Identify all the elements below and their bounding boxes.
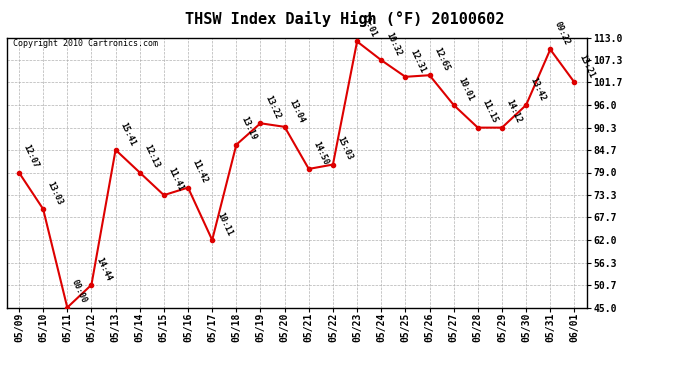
Text: 11:41: 11:41 <box>167 166 186 192</box>
Text: 00:00: 00:00 <box>70 278 89 305</box>
Text: 15:41: 15:41 <box>119 121 137 147</box>
Text: 09:22: 09:22 <box>553 20 572 46</box>
Text: 10:01: 10:01 <box>457 76 475 102</box>
Text: 11:42: 11:42 <box>191 158 210 185</box>
Text: 15:03: 15:03 <box>336 135 355 162</box>
Text: 13:42: 13:42 <box>529 76 548 102</box>
Text: 10:11: 10:11 <box>215 211 234 237</box>
Text: THSW Index Daily High (°F) 20100602: THSW Index Daily High (°F) 20100602 <box>186 11 504 27</box>
Text: Copyright 2010 Cartronics.com: Copyright 2010 Cartronics.com <box>12 39 158 48</box>
Text: 14:44: 14:44 <box>95 256 113 282</box>
Text: 13:04: 13:04 <box>288 98 306 124</box>
Text: 12:31: 12:31 <box>408 48 427 74</box>
Text: 11:15: 11:15 <box>481 98 500 125</box>
Text: 14:50: 14:50 <box>312 140 331 166</box>
Text: 12:13: 12:13 <box>143 143 161 170</box>
Text: 13:03: 13:03 <box>46 180 65 206</box>
Text: 13:01: 13:01 <box>360 12 379 39</box>
Text: 12:07: 12:07 <box>22 143 41 170</box>
Text: 13:22: 13:22 <box>264 94 282 120</box>
Text: 14:12: 14:12 <box>505 98 524 125</box>
Text: 10:32: 10:32 <box>384 31 403 57</box>
Text: 12:65: 12:65 <box>433 46 451 72</box>
Text: 13:19: 13:19 <box>239 116 258 142</box>
Text: 13:21: 13:21 <box>578 53 596 80</box>
